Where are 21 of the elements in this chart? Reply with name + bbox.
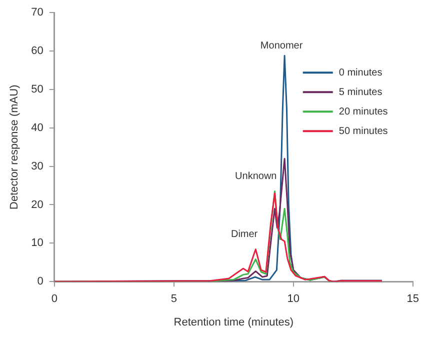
- legend-label: 20 minutes: [338, 106, 388, 118]
- x-tick-label: 10: [287, 293, 300, 306]
- legend-label: 5 minutes: [338, 86, 382, 98]
- y-tick-label: 20: [31, 198, 44, 211]
- y-tick-label: 70: [31, 6, 44, 19]
- y-tick-label: 60: [31, 45, 44, 58]
- annotation: Dimer: [230, 229, 258, 240]
- x-tick-label: 5: [170, 293, 177, 306]
- annotation: Monomer: [260, 40, 304, 52]
- y-tick-label: 50: [31, 83, 44, 96]
- x-axis-title: Retention time (minutes): [174, 316, 294, 328]
- y-tick-label: 40: [31, 122, 44, 134]
- y-tick-label: 0: [37, 276, 44, 288]
- y-tick-label: 30: [31, 160, 44, 172]
- legend-label: 0 minutes: [338, 67, 382, 78]
- y-axis-title: Detector response (mAU): [8, 84, 21, 210]
- annotation: Unknown: [235, 171, 277, 182]
- x-tick-label: 15: [406, 293, 420, 306]
- y-tick-label: 10: [31, 237, 44, 250]
- legend-label: 50 minutes: [338, 126, 388, 137]
- x-tick-label: 0: [51, 293, 58, 306]
